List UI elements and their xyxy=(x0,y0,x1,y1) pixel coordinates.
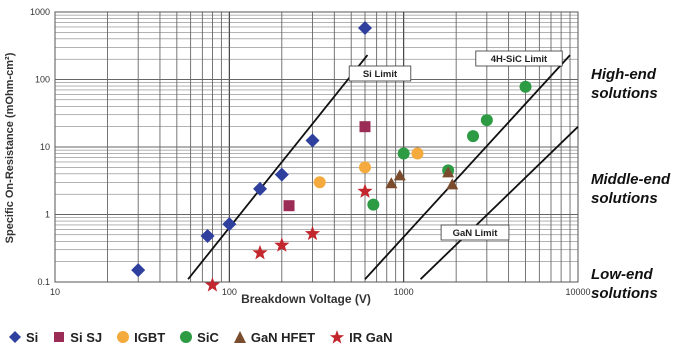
legend-label: IGBT xyxy=(134,329,166,345)
limit-label-box xyxy=(348,65,412,82)
data-point-si xyxy=(200,229,215,244)
data-point-ir-gan xyxy=(204,277,220,292)
data-point-si-sj xyxy=(283,200,295,212)
data-point-si xyxy=(305,133,320,148)
data-point-sic xyxy=(367,198,380,211)
data-point-si xyxy=(253,181,268,196)
limit-line xyxy=(187,54,369,280)
x-axis-label: Breakdown Voltage (V) xyxy=(241,292,371,306)
limit-line xyxy=(364,54,571,280)
zone-label-line: Middle-end xyxy=(591,171,671,188)
zone-label-line: solutions xyxy=(591,85,658,102)
y-axis-label: Specific On-Resistance (mOhm-cm²) xyxy=(4,52,16,243)
data-point-si xyxy=(274,167,289,182)
legend: Si Si SJ IGBT SiC GaN HFET IR GaN xyxy=(8,326,392,348)
limit-label: GaN Limit xyxy=(453,228,499,239)
y-tick-label: 0.1 xyxy=(37,277,50,287)
data-point-sic xyxy=(467,130,480,143)
legend-item-ir-gan: IR GaN xyxy=(329,329,392,345)
legend-label: Si SJ xyxy=(70,329,103,345)
tick-labels: 10 100 1000 10000 0.1 1 10 100 1000 xyxy=(30,7,591,297)
data-point-gan-hfet xyxy=(446,178,459,190)
data-point-ir-gan xyxy=(274,237,290,252)
y-tick-label: 1000 xyxy=(30,7,50,17)
limit-line xyxy=(419,126,579,280)
data-point-igbt xyxy=(313,176,326,189)
data-point-si-sj xyxy=(359,121,371,133)
data-point-ir-gan xyxy=(252,244,268,260)
limit-label-box xyxy=(475,50,563,67)
zone-label-line: Low-end xyxy=(591,266,653,283)
legend-item-gan-hfet: GaN HFET xyxy=(233,330,315,345)
zone-label-middle-end: Middle-end solutions xyxy=(591,170,670,208)
limit-label-box xyxy=(440,224,510,241)
legend-item-sic: SiC xyxy=(179,330,219,345)
legend-label: GaN HFET xyxy=(250,329,316,345)
data-point-sic xyxy=(480,114,493,127)
legend-label: SiC xyxy=(197,329,219,345)
data-point-ir-gan xyxy=(357,183,373,198)
legend-marker-star-icon xyxy=(330,330,345,344)
zone-label-line: solutions xyxy=(591,190,658,207)
data-point-si xyxy=(357,20,372,35)
legend-marker-circle-icon xyxy=(180,331,193,343)
zone-label-low-end: Low-end solutions xyxy=(591,265,658,303)
limit-lines: Si Limit 4H-SiC Limit GaN Limit xyxy=(187,50,579,280)
data-point-gan-hfet xyxy=(385,177,398,189)
y-tick-label: 100 xyxy=(35,75,50,85)
data-point-sic xyxy=(397,147,410,160)
data-point-si xyxy=(131,263,146,278)
data-point-igbt xyxy=(358,161,371,174)
x-tick-label: 1000 xyxy=(394,287,414,297)
data-points xyxy=(131,20,532,292)
x-tick-label: 100 xyxy=(222,287,237,297)
zone-label-high-end: High-end solutions xyxy=(591,65,658,103)
x-tick-label: 10000 xyxy=(565,287,590,297)
data-point-ir-gan xyxy=(304,225,321,241)
legend-label: IR GaN xyxy=(349,329,393,345)
data-point-sic xyxy=(519,80,532,93)
zone-label-line: solutions xyxy=(591,285,658,302)
limit-label: 4H-SiC Limit xyxy=(491,54,548,65)
legend-label: Si xyxy=(26,329,39,345)
legend-marker-triangle-icon xyxy=(233,331,246,343)
legend-marker-diamond-icon xyxy=(9,331,21,343)
zone-label-line: High-end xyxy=(591,66,656,83)
y-tick-label: 10 xyxy=(40,142,50,152)
data-point-si xyxy=(222,217,237,232)
data-point-gan-hfet xyxy=(442,166,455,178)
legend-marker-square-icon xyxy=(54,332,65,342)
limit-label: Si Limit xyxy=(363,69,398,80)
legend-item-si-sj: Si SJ xyxy=(52,330,102,345)
data-point-gan-hfet xyxy=(393,169,406,181)
legend-item-si: Si xyxy=(8,330,38,345)
legend-marker-circle-icon xyxy=(117,331,130,343)
y-tick-label: 1 xyxy=(45,210,50,220)
legend-item-igbt: IGBT xyxy=(116,330,165,345)
x-tick-label: 10 xyxy=(50,287,60,297)
data-point-igbt xyxy=(411,147,424,160)
